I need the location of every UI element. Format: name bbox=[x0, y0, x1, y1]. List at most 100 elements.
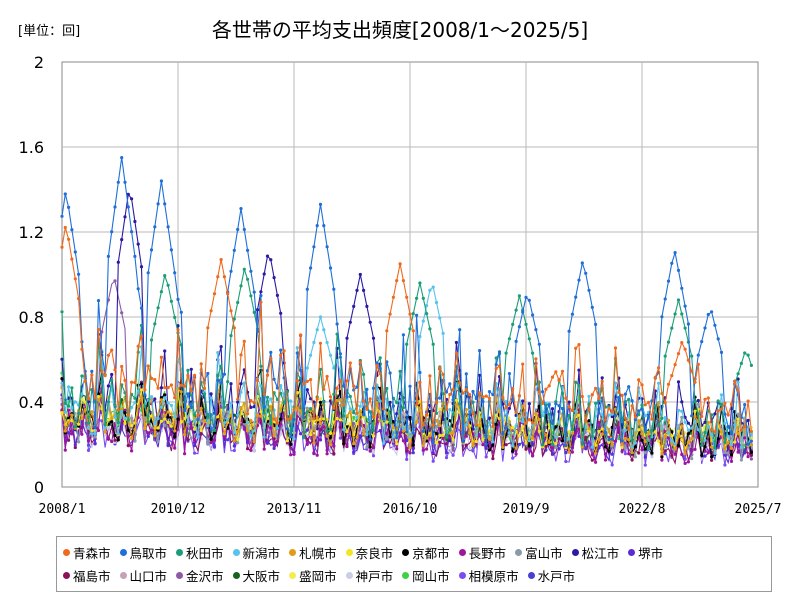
legend-label: 秋田市 bbox=[186, 546, 224, 561]
data-point bbox=[212, 431, 217, 435]
data-point bbox=[630, 439, 634, 443]
data-point bbox=[289, 442, 293, 446]
data-point bbox=[531, 351, 535, 355]
data-point bbox=[431, 440, 435, 444]
data-point bbox=[176, 328, 180, 332]
data-point bbox=[318, 315, 323, 319]
data-point bbox=[736, 388, 740, 392]
data-point bbox=[302, 416, 306, 420]
data-point bbox=[723, 463, 727, 467]
data-point bbox=[570, 450, 575, 454]
data-point bbox=[660, 458, 664, 462]
data-point bbox=[222, 405, 226, 409]
data-point bbox=[670, 326, 674, 330]
data-point bbox=[514, 446, 518, 450]
data-point bbox=[222, 421, 226, 425]
data-point bbox=[309, 407, 313, 411]
data-point bbox=[663, 297, 667, 301]
data-point bbox=[441, 417, 445, 422]
data-point bbox=[405, 295, 409, 299]
data-point bbox=[255, 308, 260, 312]
data-point bbox=[371, 454, 376, 458]
data-point bbox=[77, 297, 81, 301]
data-point bbox=[594, 401, 598, 405]
data-point bbox=[673, 442, 677, 446]
data-point bbox=[229, 382, 233, 386]
data-point bbox=[643, 427, 647, 432]
data-point bbox=[425, 312, 429, 316]
data-point bbox=[690, 457, 694, 461]
data-point bbox=[385, 329, 389, 333]
data-point bbox=[696, 362, 700, 366]
data-point bbox=[315, 328, 319, 332]
data-point bbox=[564, 396, 568, 400]
data-point bbox=[663, 425, 667, 429]
data-point bbox=[438, 316, 442, 320]
data-point bbox=[275, 386, 279, 390]
data-point bbox=[133, 401, 137, 405]
y-tick-label: 1.6 bbox=[19, 138, 44, 157]
data-point bbox=[716, 444, 720, 448]
data-point bbox=[507, 402, 511, 406]
legend-label: 山口市 bbox=[129, 569, 168, 584]
data-point bbox=[468, 393, 472, 397]
data-point bbox=[219, 381, 223, 385]
data-point bbox=[93, 431, 97, 436]
data-point bbox=[683, 457, 687, 461]
data-point bbox=[613, 395, 618, 399]
data-point bbox=[448, 428, 452, 432]
data-point bbox=[637, 419, 641, 423]
data-point bbox=[690, 436, 694, 440]
legend-row: 青森市 鳥取市 秋田市 新潟市 札幌市 奈良市 京都市 長野市 富山市 松江市 堺市 bbox=[63, 541, 765, 564]
legend-label: 奈良市 bbox=[355, 546, 394, 561]
legend-label: 大阪市 bbox=[242, 569, 281, 584]
data-point bbox=[580, 445, 584, 449]
data-point bbox=[627, 427, 631, 432]
data-point bbox=[246, 277, 250, 281]
data-point bbox=[471, 389, 475, 394]
data-point bbox=[255, 378, 260, 383]
legend-item: 青森市 bbox=[63, 543, 111, 562]
data-point bbox=[461, 439, 465, 444]
data-point bbox=[567, 450, 571, 454]
data-point bbox=[153, 378, 157, 382]
data-point bbox=[504, 426, 508, 430]
data-point bbox=[63, 401, 67, 405]
data-point bbox=[133, 219, 137, 224]
data-point bbox=[156, 306, 160, 310]
data-point bbox=[318, 341, 323, 345]
data-point bbox=[315, 397, 319, 401]
data-point bbox=[146, 271, 150, 275]
data-point bbox=[547, 412, 551, 416]
data-point bbox=[385, 437, 389, 441]
data-point bbox=[80, 374, 84, 378]
data-point bbox=[444, 408, 449, 412]
data-point bbox=[527, 418, 531, 422]
data-point bbox=[729, 402, 734, 406]
data-point bbox=[86, 425, 91, 429]
data-point bbox=[100, 370, 104, 374]
data-point bbox=[222, 435, 226, 439]
data-point bbox=[497, 404, 502, 408]
data-point bbox=[130, 416, 134, 420]
data-point bbox=[249, 405, 253, 409]
data-point bbox=[564, 443, 568, 448]
data-point bbox=[633, 441, 638, 445]
data-point bbox=[246, 447, 250, 451]
data-point bbox=[279, 348, 283, 352]
data-point bbox=[163, 396, 167, 400]
data-point bbox=[577, 343, 581, 347]
data-point bbox=[259, 294, 263, 298]
data-point bbox=[126, 434, 130, 438]
data-point bbox=[441, 421, 445, 425]
data-point bbox=[252, 290, 256, 294]
data-point bbox=[312, 427, 316, 431]
data-point bbox=[186, 405, 190, 409]
data-point bbox=[567, 405, 571, 409]
data-point bbox=[653, 375, 657, 379]
data-point bbox=[739, 361, 744, 365]
data-point bbox=[139, 388, 144, 392]
legend-item: 堺市 bbox=[628, 543, 663, 562]
data-point bbox=[494, 366, 498, 371]
data-point bbox=[521, 425, 525, 429]
